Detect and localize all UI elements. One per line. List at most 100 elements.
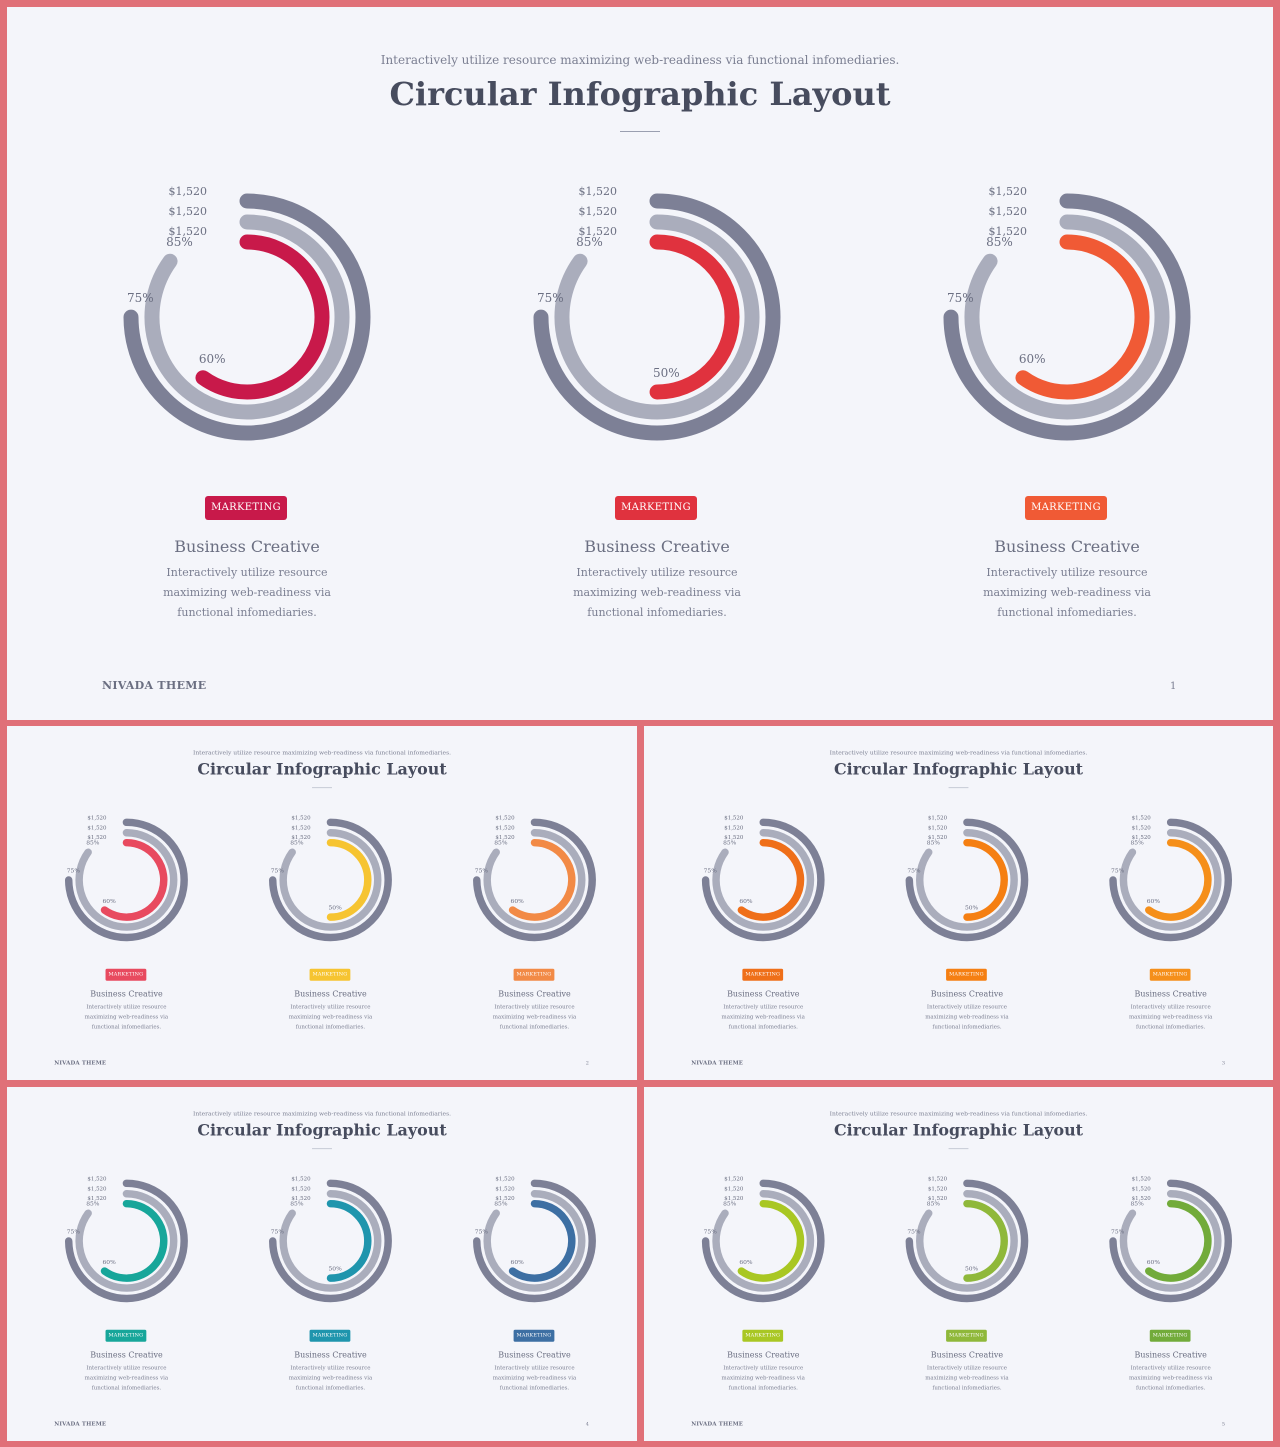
inner-ring-arc: [326, 1199, 372, 1282]
outer-ring-arc: [943, 193, 1191, 441]
outer-ring-arc: [269, 1179, 392, 1303]
page-number: 4: [585, 1421, 589, 1428]
circular-progress-rings: [905, 1179, 1029, 1303]
outer-ring-arc: [701, 1179, 825, 1303]
price-label: $1,520: [291, 1195, 311, 1202]
price-label: $1,520: [87, 814, 107, 821]
price-label: $1,520: [495, 1175, 515, 1182]
price-label: $1,520: [927, 1185, 948, 1192]
middle-percent-label: 85%: [86, 1200, 100, 1208]
price-label: $1,520: [495, 1195, 515, 1202]
card-description: Interactively utilize resource maximizin…: [925, 1364, 1009, 1391]
price-label: $1,520: [927, 1195, 948, 1202]
inner-ring-arc: [737, 1199, 805, 1282]
outer-percent-label: 75%: [270, 1228, 285, 1235]
outer-percent-label: 75%: [474, 1228, 489, 1235]
middle-percent-label: 85%: [494, 1200, 508, 1208]
circular-progress-rings: [269, 1179, 392, 1303]
price-label: $1,520: [578, 185, 618, 198]
price-label: $1,520: [1131, 814, 1151, 821]
slide-subtitle: Interactively utilize resource maximizin…: [192, 1109, 452, 1117]
inner-ring-arc: [1145, 838, 1212, 921]
outer-ring-arc: [701, 818, 825, 942]
category-badge: MARKETING: [946, 968, 987, 981]
circular-progress-rings: [1109, 818, 1232, 942]
slide-content: Interactively utilize resource maximizin…: [7, 7, 1273, 720]
card-description: Interactively utilize resource maximizin…: [163, 566, 331, 619]
outer-percent-label: 75%: [127, 291, 154, 305]
circular-progress-rings: [905, 818, 1029, 942]
price-label: $1,520: [495, 834, 515, 841]
price-label: $1,520: [87, 824, 107, 831]
middle-ring-arc: [279, 829, 382, 931]
footer-brand: NIVADA THEME: [102, 679, 207, 692]
card-description: Interactively utilize resource maximizin…: [983, 566, 1151, 619]
middle-ring-arc: [1119, 1190, 1222, 1292]
card-description: Interactively utilize resource maximizin…: [721, 1003, 805, 1030]
infographic-card: $1,520 $1,520 $1,520 75% 85% 60% MARKETING Busi…: [857, 167, 1273, 619]
card-heading: Business Creative: [584, 537, 730, 556]
slide-subtitle: Interactively utilize resource maximizin…: [192, 748, 452, 756]
middle-ring-arc: [554, 214, 760, 420]
card-heading: Business Creative: [90, 989, 163, 999]
card-heading: Business Creative: [727, 1350, 800, 1360]
middle-ring-arc: [483, 1190, 586, 1292]
outer-percent-label: 75%: [474, 867, 489, 874]
middle-ring-arc: [75, 1190, 178, 1292]
category-badge: MARKETING: [946, 1329, 987, 1342]
card-description: Interactively utilize resource maximizin…: [288, 1364, 373, 1391]
outer-percent-label: 75%: [66, 1228, 80, 1235]
middle-ring-arc: [75, 829, 178, 931]
category-badge: MARKETING: [205, 496, 287, 520]
inner-ring-arc: [963, 1199, 1008, 1282]
slide-content: Interactively utilize resource maximizin…: [7, 1087, 637, 1441]
infographic-card: $1,520 $1,520 $1,520 75% 85% 60% MARKETING Busi…: [659, 805, 868, 1030]
outer-percent-label: 75%: [907, 867, 921, 874]
price-label: $1,520: [988, 185, 1028, 198]
middle-ring-arc: [712, 1190, 815, 1292]
middle-percent-label: 85%: [576, 235, 603, 250]
outer-percent-label: 75%: [947, 291, 974, 305]
inner-percent-label: 50%: [328, 904, 342, 912]
price-label: $1,520: [291, 824, 311, 831]
category-badge: MARKETING: [1149, 1329, 1191, 1342]
card-heading: Business Creative: [90, 1350, 163, 1360]
slide-subtitle: Interactively utilize resource maximizin…: [829, 748, 1088, 756]
inner-percent-label: 50%: [964, 1265, 979, 1273]
category-badge: MARKETING: [309, 1329, 351, 1342]
slide-title: Circular Infographic Layout: [197, 1120, 447, 1140]
middle-percent-label: 85%: [723, 1200, 737, 1208]
price-label: $1,520: [927, 834, 948, 841]
outer-ring-arc: [1109, 818, 1232, 942]
slide-1: Interactively utilize resource maximizin…: [7, 7, 1273, 720]
middle-percent-label: 85%: [1130, 1200, 1144, 1208]
infographic-card: $1,520 $1,520 $1,520 75% 85% 60% MARKETING Busi…: [659, 1166, 868, 1391]
slide-title: Circular Infographic Layout: [834, 759, 1083, 779]
price-label: $1,520: [87, 1185, 107, 1192]
middle-ring-arc: [483, 829, 586, 931]
price-label: $1,520: [1131, 1195, 1151, 1202]
inner-percent-label: 60%: [102, 1258, 116, 1266]
price-label: $1,520: [724, 824, 744, 831]
circular-progress-rings: [473, 818, 596, 942]
inner-percent-label: 50%: [328, 1265, 342, 1273]
outer-percent-label: 75%: [907, 1228, 921, 1235]
outer-percent-label: 75%: [537, 291, 564, 305]
middle-percent-label: 85%: [494, 839, 508, 847]
footer-brand: NIVADA THEME: [54, 1420, 107, 1428]
card-heading: Business Creative: [1134, 989, 1207, 999]
infographic-card: $1,520 $1,520 $1,520 75% 85% 50% MARKETING Busi…: [447, 167, 867, 619]
price-label: $1,520: [724, 814, 744, 821]
infographic-card: $1,520 $1,520 $1,520 75% 85% 50% MARKETING Busi…: [863, 1166, 1072, 1391]
footer-brand: NIVADA THEME: [691, 1059, 744, 1067]
card-description: Interactively utilize resource maximizin…: [84, 1364, 169, 1391]
circular-progress-rings: [123, 193, 371, 441]
card-description: Interactively utilize resource maximizin…: [288, 1003, 373, 1030]
outer-ring-arc: [473, 1179, 596, 1303]
slide-subtitle: Interactively utilize resource maximizin…: [380, 53, 900, 67]
outer-percent-label: 75%: [703, 867, 717, 874]
card-description: Interactively utilize resource maximizin…: [84, 1003, 169, 1030]
price-label: $1,520: [495, 1185, 515, 1192]
category-badge: MARKETING: [105, 968, 147, 981]
slide-title: Circular Infographic Layout: [197, 759, 447, 779]
